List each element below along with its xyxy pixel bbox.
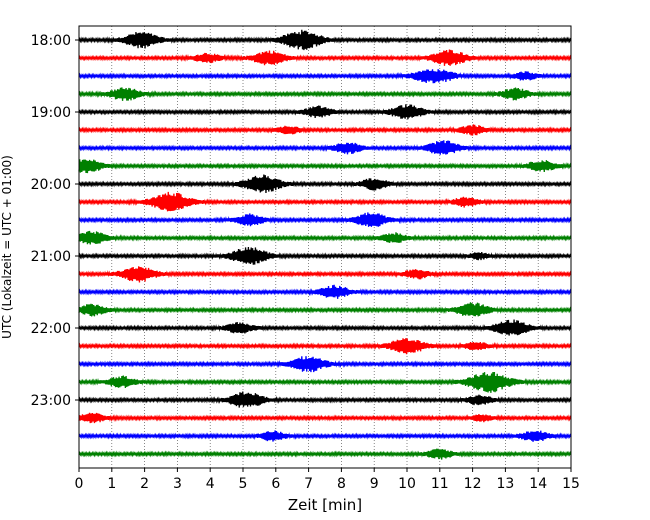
- seismogram-trace: [78, 104, 572, 120]
- seismogram-trace: [78, 391, 572, 408]
- plot-frame: [78, 25, 572, 469]
- seismogram-traces: [78, 29, 572, 460]
- x-tick-label: 11: [431, 476, 449, 492]
- x-tick-label: 10: [398, 476, 416, 492]
- x-axis-label: Zeit [min]: [288, 496, 362, 514]
- seismogram-trace: [78, 29, 572, 51]
- seismogram-trace: [78, 319, 572, 336]
- x-tick-label: 1: [107, 476, 116, 492]
- x-tick-label: 2: [140, 476, 149, 492]
- seismogram-trace: [78, 174, 572, 193]
- seismogram-trace: [78, 356, 572, 373]
- y-tick-label: 18:00: [31, 33, 71, 49]
- x-axis-ticks: 0 1 2 3 4 5 6 7 8 9 10 11 12 13 14 15: [75, 468, 580, 492]
- seismogram-trace: [78, 371, 572, 393]
- y-tick-label: 20:00: [31, 177, 71, 193]
- seismogram-trace: [78, 430, 572, 442]
- x-tick-label: 3: [173, 476, 182, 492]
- seismogram-trace: [78, 412, 572, 424]
- x-tick-label: 12: [464, 476, 482, 492]
- seismogram-trace: [78, 140, 572, 155]
- x-tick-label: 14: [529, 476, 547, 492]
- seismogram-trace: [78, 49, 572, 66]
- x-tick-label: 8: [337, 476, 346, 492]
- seismogram-trace: [78, 448, 572, 460]
- x-tick-label: 4: [206, 476, 215, 492]
- x-tick-label: 13: [496, 476, 514, 492]
- y-axis-label: UTC (Lokalzeit = UTC + 01:00): [0, 155, 14, 339]
- x-tick-label: 0: [75, 476, 84, 492]
- x-tick-label: 5: [239, 476, 248, 492]
- y-tick-label: 22:00: [31, 321, 71, 337]
- seismogram-trace: [78, 191, 572, 212]
- seismogram-trace: [78, 87, 572, 101]
- seismogram-trace: [78, 212, 572, 227]
- x-tick-label: 9: [370, 476, 379, 492]
- seismogram-trace: [78, 284, 572, 299]
- seismogram-trace: [78, 302, 572, 317]
- seismogram-trace: [78, 159, 572, 174]
- y-tick-label: 19:00: [31, 105, 71, 121]
- x-tick-label: 15: [562, 476, 580, 492]
- seismogram-trace: [78, 230, 572, 245]
- seismogram-trace: [78, 124, 572, 136]
- y-tick-label: 23:00: [31, 393, 71, 409]
- y-axis-ticks: 18:00 19:00 20:00 21:00 22:00 23:00: [31, 33, 79, 409]
- seismogram-trace: [78, 266, 572, 283]
- seismogram-trace: [78, 338, 572, 355]
- seismogram-trace: [78, 69, 572, 84]
- x-tick-label: 7: [304, 476, 313, 492]
- seismogram-trace: [78, 246, 572, 265]
- x-tick-label: 6: [271, 476, 280, 492]
- y-tick-label: 21:00: [31, 249, 71, 265]
